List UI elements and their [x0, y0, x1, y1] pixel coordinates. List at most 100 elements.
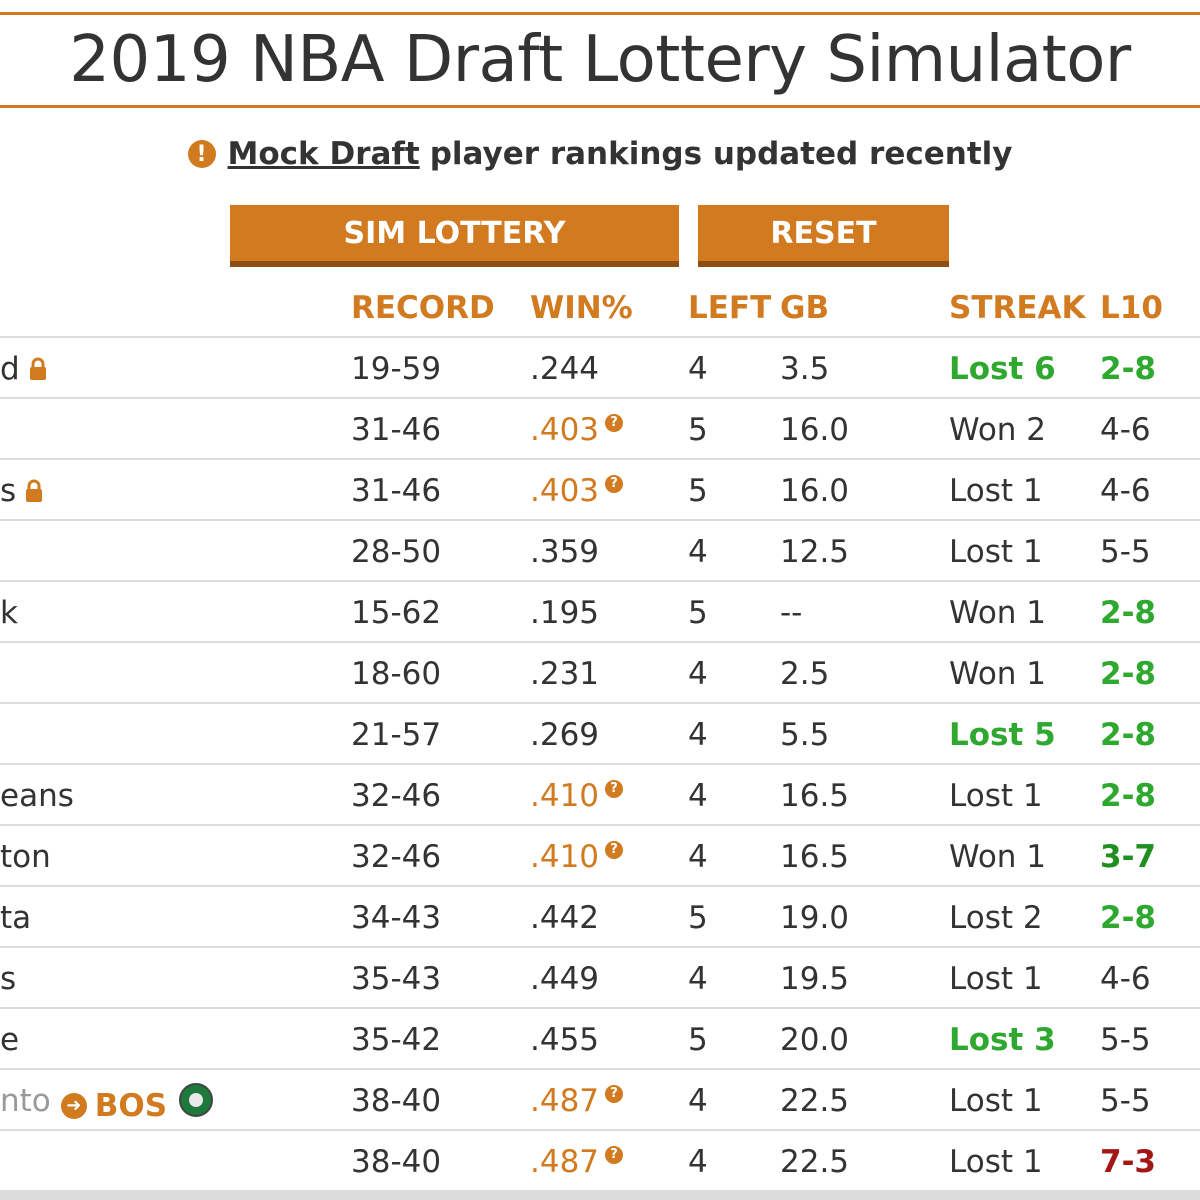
record-cell: 32-46: [351, 778, 442, 814]
record-cell: 15-62: [351, 595, 442, 631]
last-ten-cell: 5-5: [1100, 1083, 1151, 1119]
table-row[interactable]: ton 32-46 .410? 4 16.5 Won 1 3-7: [0, 824, 1200, 885]
streak-cell: Lost 6: [949, 351, 1056, 387]
team-label: eans: [0, 778, 74, 814]
win-pct-cell: .442: [530, 900, 599, 936]
win-pct-cell: .403?: [530, 473, 624, 509]
table-row[interactable]: 18-60 .231 4 2.5 Won 1 2-8: [0, 641, 1200, 702]
games-left-cell: 4: [688, 1144, 708, 1180]
games-behind-cell: 5.5: [780, 717, 830, 753]
games-behind-cell: 19.5: [780, 961, 850, 997]
win-pct-value: .359: [530, 534, 600, 570]
lock-icon[interactable]: [24, 475, 44, 502]
page-title: 2019 NBA Draft Lottery Simulator: [69, 23, 1131, 97]
win-pct-value: .403: [530, 412, 600, 448]
games-behind-cell: --: [780, 595, 803, 631]
scrollbar-track[interactable]: [0, 1190, 1200, 1200]
record-cell: 18-60: [351, 656, 442, 692]
win-pct-cell: .487?: [530, 1083, 624, 1119]
record-cell: 31-46: [351, 473, 442, 509]
table-row[interactable]: 38-40 .487? 4 22.5 Lost 1 7-3: [0, 1129, 1200, 1192]
lock-icon[interactable]: [28, 353, 48, 380]
table-row[interactable]: ta 34-43 .442 5 19.0 Lost 2 2-8: [0, 885, 1200, 946]
table-row[interactable]: k 15-62 .195 5 -- Won 1 2-8: [0, 580, 1200, 641]
games-behind-cell: 16.0: [780, 412, 850, 448]
table-row[interactable]: 31-46 .403? 5 16.0 Won 2 4-6: [0, 397, 1200, 458]
team-name: e: [0, 1022, 19, 1058]
games-behind-cell: 20.0: [780, 1022, 850, 1058]
sim-lottery-button[interactable]: SIM LOTTERY: [230, 205, 679, 267]
team-name: s: [0, 961, 16, 997]
win-pct-cell: .195: [530, 595, 599, 631]
rankings-notice: ! Mock Draft player rankings updated rec…: [0, 136, 1200, 172]
question-icon[interactable]: ?: [605, 475, 624, 493]
question-icon[interactable]: ?: [605, 414, 624, 432]
question-icon[interactable]: ?: [605, 841, 624, 859]
games-left-cell: 5: [688, 473, 708, 509]
games-behind-cell: 2.5: [780, 656, 830, 692]
win-pct-cell: .410?: [530, 839, 624, 875]
win-pct-value: .269: [530, 717, 600, 753]
games-left-cell: 4: [688, 656, 708, 692]
team-name: k: [0, 595, 18, 631]
streak-cell: Lost 1: [949, 778, 1043, 814]
mock-draft-link[interactable]: Mock Draft: [227, 136, 420, 172]
column-header-record[interactable]: RECORD: [351, 290, 495, 326]
team-label: d: [0, 351, 20, 387]
column-header-gb[interactable]: GB: [780, 290, 830, 326]
standings-table: d 19-59 .244 4 3.5 Lost 6 2-8 31-46 .403? 5 16.0 Wo…: [0, 336, 1200, 1192]
last-ten-cell: 4-6: [1100, 473, 1151, 509]
win-pct-value: .403: [530, 473, 600, 509]
table-row[interactable]: s 31-46 .403? 5 16.0 Lost 1 4-6: [0, 458, 1200, 519]
last-ten-cell: 2-8: [1100, 778, 1157, 814]
table-row[interactable]: eans 32-46 .410? 4 16.5 Lost 1 2-8: [0, 763, 1200, 824]
games-behind-cell: 22.5: [780, 1144, 850, 1180]
table-row[interactable]: d 19-59 .244 4 3.5 Lost 6 2-8: [0, 336, 1200, 397]
table-row[interactable]: e 35-42 .455 5 20.0 Lost 3 5-5: [0, 1007, 1200, 1068]
games-behind-cell: 16.5: [780, 778, 850, 814]
games-behind-cell: 16.0: [780, 473, 850, 509]
last-ten-cell: 7-3: [1100, 1144, 1157, 1180]
question-icon[interactable]: ?: [605, 1085, 624, 1103]
table-row[interactable]: nto ➜ BOS 38-40 .487? 4 22.5 Lost 1 5-5: [0, 1068, 1200, 1129]
last-ten-cell: 3-7: [1100, 839, 1157, 875]
record-cell: 31-46: [351, 412, 442, 448]
win-pct-cell: .244: [530, 351, 599, 387]
team-label: ta: [0, 900, 32, 936]
table-row[interactable]: s 35-43 .449 4 19.5 Lost 1 4-6: [0, 946, 1200, 1007]
streak-cell: Won 1: [949, 656, 1047, 692]
games-left-cell: 4: [688, 351, 708, 387]
games-left-cell: 4: [688, 778, 708, 814]
games-behind-cell: 19.0: [780, 900, 850, 936]
team-label: e: [0, 1022, 20, 1058]
games-left-cell: 5: [688, 900, 708, 936]
games-behind-cell: 12.5: [780, 534, 850, 570]
team-name: nto ➜ BOS: [0, 1083, 214, 1124]
question-icon[interactable]: ?: [605, 780, 624, 798]
games-behind-cell: 3.5: [780, 351, 830, 387]
exclamation-circle-icon: !: [187, 140, 216, 168]
win-pct-value: .442: [530, 900, 600, 936]
title-bar: 2019 NBA Draft Lottery Simulator: [0, 12, 1200, 108]
team-name: ton: [0, 839, 51, 875]
column-header-streak[interactable]: STREAK: [949, 290, 1086, 326]
last-ten-cell: 5-5: [1100, 1022, 1151, 1058]
games-left-cell: 5: [688, 1022, 708, 1058]
table-row[interactable]: 28-50 .359 4 12.5 Lost 1 5-5: [0, 519, 1200, 580]
win-pct-cell: .403?: [530, 412, 624, 448]
games-behind-cell: 22.5: [780, 1083, 850, 1119]
question-icon[interactable]: ?: [605, 1146, 624, 1164]
win-pct-cell: .410?: [530, 778, 624, 814]
win-pct-value: .487: [530, 1144, 600, 1180]
streak-cell: Won 1: [949, 595, 1047, 631]
reset-button[interactable]: RESET: [698, 205, 949, 267]
table-row[interactable]: 21-57 .269 4 5.5 Lost 5 2-8: [0, 702, 1200, 763]
column-header-l10[interactable]: L10: [1100, 290, 1163, 326]
streak-cell: Won 2: [949, 412, 1047, 448]
last-ten-cell: 2-8: [1100, 656, 1157, 692]
column-header-win[interactable]: WIN%: [530, 290, 633, 326]
last-ten-cell: 2-8: [1100, 595, 1157, 631]
record-cell: 38-40: [351, 1083, 442, 1119]
column-header-left[interactable]: LEFT: [688, 290, 772, 326]
games-left-cell: 5: [688, 595, 708, 631]
